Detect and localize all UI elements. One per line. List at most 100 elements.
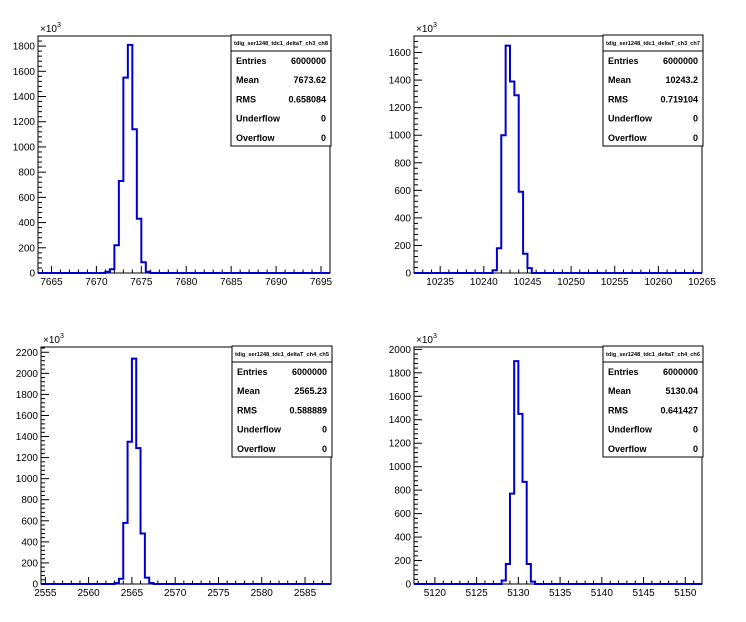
stats-value: 0: [322, 425, 327, 435]
x-tick-label: 2565: [121, 588, 144, 599]
histogram-panel-2: 10235 10240 10245 10250 10255 10260 10265 0 200 4…: [389, 22, 717, 288]
histogram-line: [41, 357, 331, 585]
stats-label: Entries: [237, 367, 268, 377]
y-tick-label: 600: [18, 193, 35, 204]
stats-label: RMS: [236, 94, 256, 104]
stats-box: tdig_ser1248_tdc1_deltaT_ch3_ch8 Entries 6…: [230, 34, 332, 147]
stats-label: Underflow: [237, 425, 282, 435]
x-tick-label: 10260: [644, 277, 672, 288]
axis-multiplier-base: ×10: [43, 335, 60, 346]
y-tick-label: 400: [394, 213, 411, 224]
x-tick-label: 5135: [549, 588, 572, 599]
axis-multiplier-exponent: 3: [60, 333, 64, 340]
stats-label: RMS: [608, 94, 628, 104]
y-tick-label: 1800: [389, 368, 412, 379]
stats-value: 0.719104: [660, 94, 698, 104]
y-tick-label: 1200: [389, 439, 412, 450]
x-tick-label: 5130: [507, 588, 530, 599]
stats-value: 7673.62: [293, 75, 326, 85]
histogram-title: tdig_ser1248_tdc1_deltaT_ch4_ch5: [235, 352, 329, 358]
y-tick-label: 200: [394, 556, 411, 567]
stats-value: 0: [321, 133, 326, 143]
x-tick-label: 2570: [164, 588, 187, 599]
x-tick-label: 7665: [40, 277, 63, 288]
y-tick-label: 1200: [389, 103, 412, 114]
y-tick-label: 0: [405, 269, 411, 280]
y-tick-label: 2200: [16, 348, 39, 359]
y-tick-label: 1400: [16, 432, 39, 443]
x-tick-label: 7680: [175, 277, 198, 288]
y-tick-label: 200: [394, 241, 411, 252]
y-tick-label: 200: [18, 243, 35, 254]
stats-box: tdig_ser1248_tdc1_deltaT_ch3_ch7 Entries 6…: [602, 34, 704, 147]
axis-multiplier-exponent: 3: [433, 22, 437, 29]
axis-multiplier-label: ×103: [416, 333, 437, 346]
x-tick-label: 5120: [424, 588, 447, 599]
x-tick-label: 7695: [310, 277, 333, 288]
y-tick-label: 1400: [13, 92, 36, 103]
axis-multiplier-base: ×10: [416, 335, 433, 346]
stats-label: Underflow: [608, 425, 653, 435]
stats-value: 0.658084: [288, 94, 326, 104]
stats-box-frame: [602, 34, 704, 147]
histogram-line: [414, 44, 702, 274]
stats-value: 6000000: [291, 56, 326, 66]
y-tick-label: 1600: [389, 392, 412, 403]
histogram-line: [414, 360, 702, 585]
y-tick-label: 0: [32, 580, 38, 591]
y-tick-label: 1600: [16, 411, 39, 422]
y-tick-label: 2000: [389, 345, 412, 356]
stats-label: Overflow: [237, 444, 277, 454]
stats-label: Mean: [608, 75, 631, 85]
y-tick-label: 600: [394, 509, 411, 520]
x-tick-label: 7670: [85, 277, 108, 288]
y-tick-label: 1000: [389, 462, 412, 473]
x-tick-label: 10255: [601, 277, 629, 288]
stats-label: Underflow: [608, 114, 653, 124]
y-tick-label: 1200: [13, 117, 36, 128]
y-tick-label: 800: [21, 495, 38, 506]
axis-multiplier-base: ×10: [40, 24, 57, 35]
stats-value: 5130.04: [665, 386, 698, 396]
stats-label: Mean: [237, 386, 260, 396]
stats-label: Overflow: [608, 444, 648, 454]
x-tick-label: 2585: [294, 588, 317, 599]
stats-label: Mean: [608, 386, 631, 396]
stats-box-frame: [231, 345, 333, 458]
x-tick-label: 5145: [632, 588, 655, 599]
x-tick-label: 10235: [426, 277, 454, 288]
axis-multiplier-exponent: 3: [433, 333, 437, 340]
stats-value: 0.588889: [289, 405, 327, 415]
x-tick-label: 10245: [514, 277, 542, 288]
stats-box-frame: [602, 345, 704, 458]
y-tick-label: 0: [405, 580, 411, 591]
y-tick-label: 400: [394, 533, 411, 544]
stats-label: Mean: [236, 75, 259, 85]
x-tick-label: 7675: [130, 277, 153, 288]
axis-multiplier-exponent: 3: [57, 22, 61, 29]
stats-value: 0: [321, 114, 326, 124]
stats-label: Overflow: [236, 133, 276, 143]
y-tick-label: 1000: [13, 142, 36, 153]
axis-multiplier-label: ×103: [43, 333, 64, 346]
y-tick-label: 2000: [16, 369, 39, 380]
x-tick-label: 2555: [34, 588, 57, 599]
histogram-title: tdig_ser1248_tdc1_deltaT_ch3_ch7: [606, 41, 700, 47]
histogram-line: [38, 43, 330, 274]
x-tick-label: 2580: [251, 588, 274, 599]
stats-value: 0: [693, 114, 698, 124]
x-tick-label: 2560: [77, 588, 100, 599]
y-tick-label: 600: [394, 186, 411, 197]
stats-label: Overflow: [608, 133, 648, 143]
axis-multiplier-label: ×103: [416, 22, 437, 35]
axis-multiplier-base: ×10: [416, 24, 433, 35]
stats-value: 6000000: [663, 56, 698, 66]
stats-label: RMS: [608, 405, 628, 415]
y-tick-label: 1200: [16, 453, 39, 464]
y-tick-label: 400: [18, 218, 35, 229]
stats-box: tdig_ser1248_tdc1_deltaT_ch4_ch6 Entries 6…: [602, 345, 704, 458]
y-tick-label: 800: [394, 158, 411, 169]
y-tick-label: 600: [21, 516, 38, 527]
stats-value: 0: [693, 133, 698, 143]
